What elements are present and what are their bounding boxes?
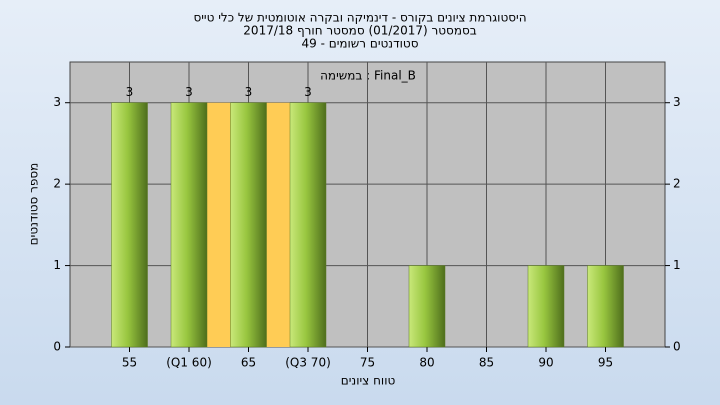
x-tick-label: (Q3 70) [285,356,331,370]
bar [170,102,208,348]
y2-tick-label: 2 [673,177,681,191]
y-tick-label: 3 [53,95,61,109]
y-tick-label: 1 [53,258,61,272]
chart-title: היסטוגרמת ציונים בקורס - דינמיקה ובקרה א… [193,11,526,25]
chart-subtitle: סטודנטים רשומים - 49 [301,37,418,51]
value-label: 3 [185,85,193,99]
value-label: 3 [245,85,253,99]
bar [230,102,267,348]
bar [527,265,565,348]
bar [408,265,446,348]
x-tick-label: (Q1 60) [166,356,212,370]
x-tick-label: 95 [598,356,613,370]
bar [289,102,327,348]
y-tick-label: 2 [53,177,61,191]
bar [587,265,624,348]
y2-tick-label: 1 [673,258,681,272]
y-axis-title: מספר סטודנטים [27,163,41,246]
x-axis-title: טווח ציונים [341,374,396,388]
y2-tick-label: 0 [673,340,681,354]
bar [111,102,148,348]
x-tick-label: 90 [538,356,553,370]
x-tick-label: 65 [241,356,256,370]
x-tick-label: 55 [122,356,137,370]
x-tick-label: 80 [419,356,434,370]
x-tick-label: 75 [360,356,375,370]
x-tick-label: 85 [479,356,494,370]
chart-subtitle: בסמסטר (01/2017) סמסטר חורף 2017/18 [243,24,476,38]
value-label: 3 [304,85,312,99]
y2-tick-label: 3 [673,95,681,109]
y-tick-label: 0 [53,340,61,354]
value-label: 3 [126,85,134,99]
